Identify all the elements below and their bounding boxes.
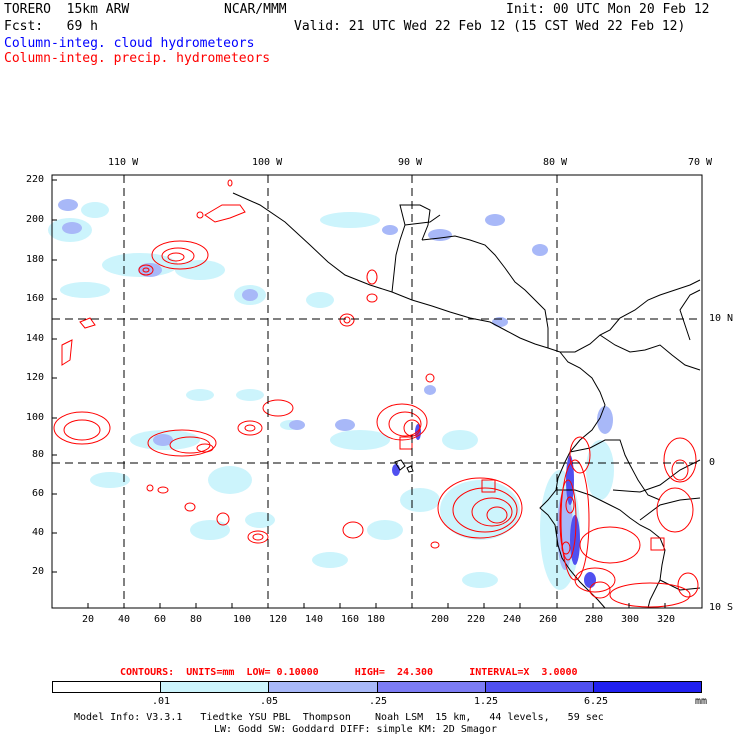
x-tick-240: 240 [503,614,522,625]
lon-label-90w: 90 W [398,157,423,168]
y-tick-200: 200 [26,214,45,225]
y-tick-60: 60 [32,488,45,499]
x-tick-140: 140 [305,614,324,625]
colorbar-bin-5 [485,682,594,692]
colorbar-label-025: .25 [369,696,388,707]
x-tick-160: 160 [341,614,360,625]
lon-label-70w: 70 W [688,157,713,168]
colorbar-label-125: 1.25 [474,696,499,707]
colorbar-label-005: .05 [260,696,279,707]
valid-time: Valid: 21 UTC Wed 22 Feb 12 (15 CST Wed … [294,19,686,34]
x-tick-40: 40 [118,614,131,625]
lon-label-110w: 110 W [108,157,139,168]
lat-label-10s: 10 S [709,602,734,613]
forecast-hour: Fcst: 69 h [4,19,98,34]
field-label-cloud: Column-integ. cloud hydrometeors [4,36,255,51]
colorbar-label-625: 6.25 [584,696,609,707]
x-tick-120: 120 [269,614,288,625]
coastlines [232,192,701,609]
x-tick-300: 300 [621,614,640,625]
center-name: NCAR/MMM [224,2,287,17]
colorbar-bin-6 [593,682,702,692]
model-info-line2: LW: Godd SW: Goddard DIFF: simple KM: 2D… [214,724,497,735]
contours-info: CONTOURS: UNITS=mm LOW= 0.10000 HIGH= 24… [120,667,578,678]
x-tick-280: 280 [585,614,604,625]
lon-label-100w: 100 W [252,157,283,168]
graticule [52,175,702,608]
x-tick-100: 100 [233,614,252,625]
y-tick-80: 80 [32,449,45,460]
left-tick-marks [52,179,57,573]
model-title: TORERO 15km ARW [4,2,130,17]
colorbar-bin-4 [377,682,486,692]
y-tick-100: 100 [26,412,45,423]
colorbar-bin-2 [161,682,270,692]
y-tick-140: 140 [26,333,45,344]
cloud-shading-medium [58,199,613,570]
y-tick-160: 160 [26,293,45,304]
precip-contours [53,179,699,608]
lon-label-80w: 80 W [543,157,568,168]
y-tick-40: 40 [32,527,45,538]
x-tick-180: 180 [367,614,386,625]
colorbar-bin-3 [269,682,378,692]
lat-label-10n: 10 N [709,313,734,324]
y-tick-20: 20 [32,566,45,577]
colorbar-unit: mm [695,696,708,707]
x-tick-200: 200 [431,614,450,625]
colorbar-label-001: .01 [152,696,171,707]
field-label-precip: Column-integ. precip. hydrometeors [4,51,271,66]
cloud-shading-light [48,202,614,590]
map-frame [51,174,703,609]
init-time: Init: 00 UTC Mon 20 Feb 12 [506,2,710,17]
x-tick-220: 220 [467,614,486,625]
x-tick-60: 60 [154,614,167,625]
colorbar-bin-1 [53,682,162,692]
x-tick-20: 20 [82,614,95,625]
model-info-line1: Model Info: V3.3.1 Tiedtke YSU PBL Thomp… [74,712,604,723]
y-tick-120: 120 [26,372,45,383]
x-tick-320: 320 [657,614,676,625]
lat-label-0: 0 [709,457,716,468]
colorbar [52,681,702,693]
x-tick-80: 80 [190,614,203,625]
x-tick-260: 260 [539,614,558,625]
y-tick-180: 180 [26,254,45,265]
y-tick-220: 220 [26,174,45,185]
bottom-tick-marks [87,603,666,608]
